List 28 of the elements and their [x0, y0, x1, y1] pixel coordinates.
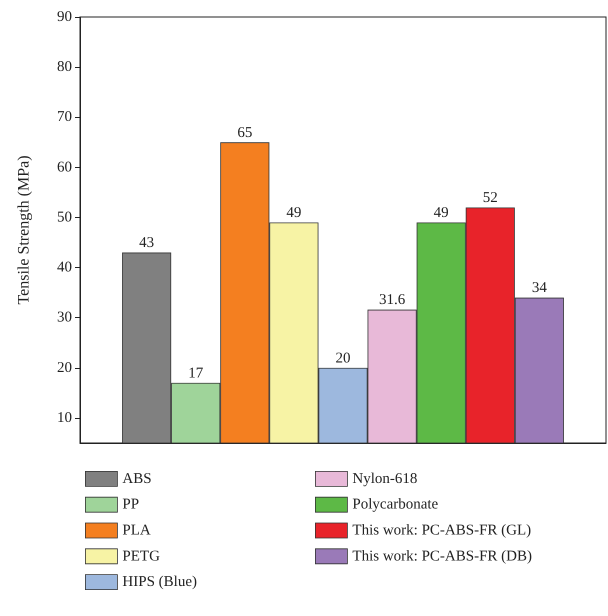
y-tick-label: 20	[57, 360, 72, 376]
y-tick-label: 40	[57, 260, 72, 276]
y-tick-label: 90	[57, 9, 72, 25]
data-label: 20	[336, 350, 350, 366]
data-label: 31.6	[378, 292, 406, 308]
legend-label: This work: PC-ABS-FR (DB)	[352, 548, 532, 564]
data-label: 49	[434, 204, 449, 221]
legend-label: PP	[122, 496, 140, 513]
legend-label: This work: PC-ABS-FR (GL)	[352, 522, 532, 538]
legend-label: HIPS (Blue)	[122, 574, 197, 590]
y-tick-label: 60	[57, 159, 72, 176]
y-tick-label: 10	[57, 410, 72, 426]
legend-label: PLA	[122, 522, 151, 538]
data-label: 17	[188, 365, 204, 382]
y-tick-label: 70	[57, 109, 72, 126]
data-label: 52	[482, 190, 498, 206]
legend-label: PETG	[122, 548, 160, 564]
data-label: 43	[139, 235, 154, 252]
data-label: 49	[286, 204, 302, 221]
y-tick-label: 30	[57, 310, 72, 326]
data-label: 65	[237, 124, 252, 141]
y-tick-label: 80	[57, 59, 72, 76]
y-axis-title: Tensile Strength (MPa)	[16, 155, 32, 305]
y-tick-label: 50	[57, 209, 72, 226]
legend-label: ABS	[122, 470, 152, 487]
legend-label: Nylon-618	[352, 470, 418, 487]
legend-label: Polycarbonate	[352, 496, 439, 513]
data-label: 34	[532, 280, 548, 296]
